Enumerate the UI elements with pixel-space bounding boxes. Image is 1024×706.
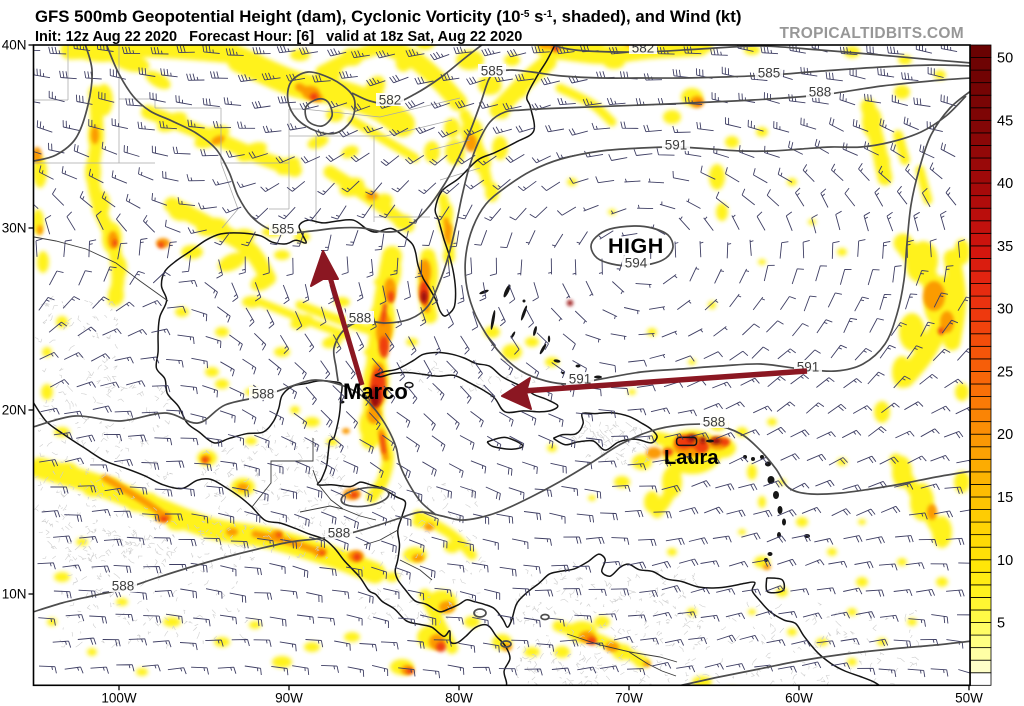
svg-text:588: 588 — [809, 85, 832, 100]
svg-text:591: 591 — [569, 372, 592, 387]
svg-text:588: 588 — [703, 415, 726, 430]
svg-text:20N: 20N — [2, 403, 27, 418]
svg-text:25: 25 — [997, 364, 1013, 380]
svg-text:30: 30 — [997, 302, 1013, 318]
svg-text:585: 585 — [758, 66, 781, 81]
svg-text:45: 45 — [997, 113, 1013, 129]
svg-text:90W: 90W — [275, 690, 303, 705]
svg-text:TROPICALTIDBITS.COM: TROPICALTIDBITS.COM — [779, 25, 964, 42]
svg-text:582: 582 — [379, 93, 402, 108]
svg-text:35: 35 — [997, 239, 1013, 255]
svg-text:Init: 12z Aug 22 2020 Foreca: Init: 12z Aug 22 2020 Forecast Hour: [6]… — [35, 29, 522, 45]
svg-text:591: 591 — [665, 138, 688, 153]
svg-text:588: 588 — [349, 311, 372, 326]
svg-text:588: 588 — [252, 387, 275, 402]
svg-text:70W: 70W — [615, 690, 643, 705]
svg-text:582: 582 — [632, 41, 655, 56]
svg-text:585: 585 — [481, 64, 504, 79]
svg-text:594: 594 — [625, 256, 648, 271]
svg-text:80W: 80W — [445, 690, 473, 705]
svg-text:588: 588 — [328, 526, 351, 541]
svg-text:HIGH: HIGH — [608, 234, 664, 258]
svg-text:10N: 10N — [2, 587, 27, 602]
svg-text:20: 20 — [997, 427, 1013, 443]
svg-text:5: 5 — [997, 616, 1005, 632]
svg-text:Laura: Laura — [664, 447, 719, 469]
svg-text:588: 588 — [112, 579, 135, 594]
svg-text:Marco: Marco — [343, 379, 408, 404]
svg-text:40: 40 — [997, 176, 1013, 192]
svg-text:585: 585 — [272, 222, 295, 237]
svg-text:10: 10 — [997, 553, 1013, 569]
svg-text:GFS 500mb Geopotential Height: GFS 500mb Geopotential Height (dam), Cyc… — [35, 7, 741, 26]
svg-text:50: 50 — [997, 51, 1013, 67]
svg-text:30N: 30N — [2, 221, 27, 236]
svg-text:60W: 60W — [785, 690, 813, 705]
svg-text:40N: 40N — [2, 38, 27, 53]
svg-text:100W: 100W — [101, 690, 137, 705]
svg-text:15: 15 — [997, 490, 1013, 506]
svg-text:50W: 50W — [955, 690, 983, 705]
